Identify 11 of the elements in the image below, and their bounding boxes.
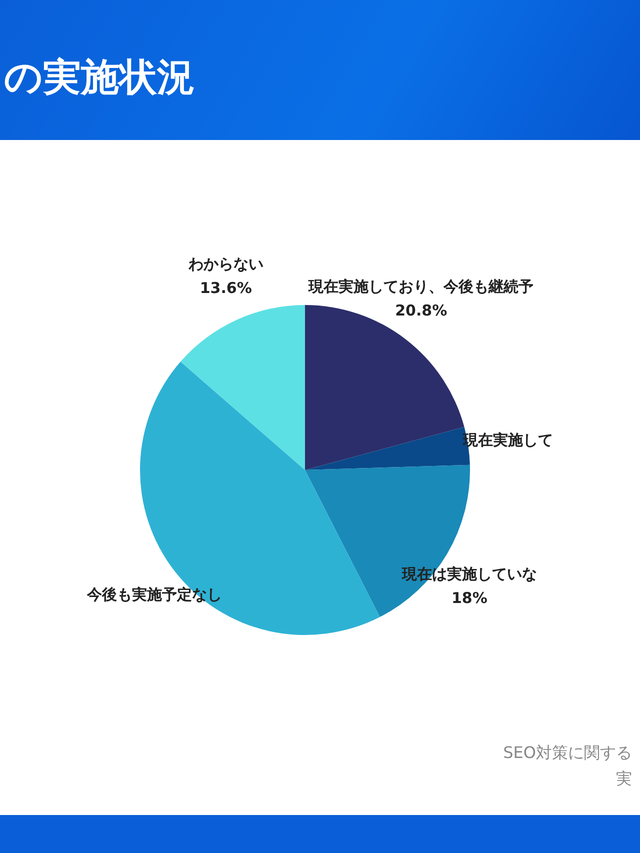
chart-title: の実施状況 [4, 54, 195, 101]
pie-slice [305, 305, 464, 470]
text: SEO対策に関する [503, 742, 632, 764]
data-label: 13.6% [200, 279, 252, 298]
pie-slice [180, 305, 305, 470]
slice-label: わからない [187, 255, 264, 274]
slice-label: 現在実施しており、今後も継続予 [308, 277, 534, 296]
slice-label: 現在は実施していな [400, 565, 537, 584]
data-label: 20.8% [395, 301, 448, 320]
data-label: 18% [451, 589, 488, 608]
text: 実 [615, 768, 632, 790]
